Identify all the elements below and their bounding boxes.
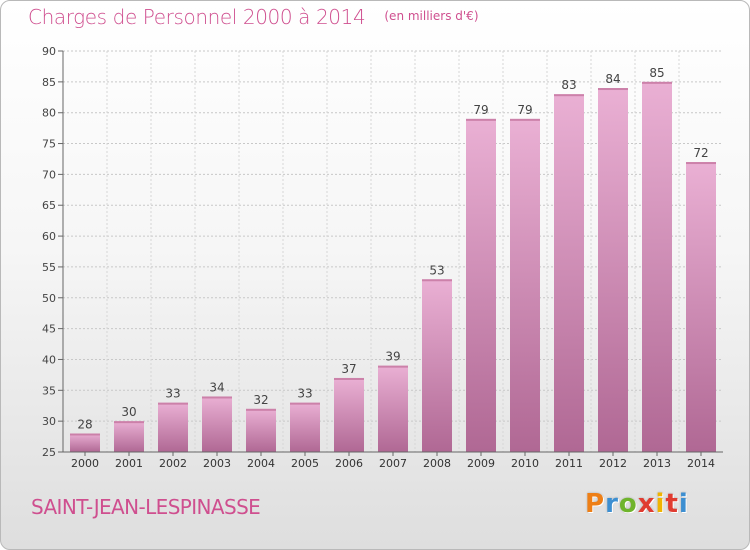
bar-top-edge [114,421,144,424]
logo-letter: P [585,489,606,519]
bar-top-edge [686,162,716,165]
bar-top-edge [334,377,364,380]
x-tick-label: 2000 [71,457,99,470]
bar-2004 [246,408,276,452]
x-tick-label: 2002 [159,457,187,470]
bar-top-edge [70,433,100,436]
y-tick-label: 65 [42,199,56,212]
data-label: 83 [561,78,576,92]
bar-2001 [114,421,144,452]
bar-top-edge [290,402,320,405]
bar-2014 [686,162,716,453]
bar-top-edge [642,81,672,84]
logo-letter: r [605,489,619,519]
bar-2013 [642,81,672,452]
bar-2005 [290,402,320,452]
bar-2006 [334,377,364,452]
data-label: 34 [209,380,224,394]
chart-title: Charges de Personnel 2000 à 2014 [28,5,366,29]
bar-2010 [510,118,540,452]
y-tick-label: 40 [42,353,56,366]
data-label: 53 [429,263,444,277]
x-tick-label: 2013 [643,457,671,470]
x-tick-label: 2007 [379,457,407,470]
bar-top-edge [378,365,408,368]
bar-2011 [554,94,584,452]
bar-top-edge [158,402,188,405]
data-label: 39 [385,350,400,364]
x-tick-label: 2009 [467,457,495,470]
bar-2008 [422,279,452,452]
y-tick-label: 75 [42,138,56,151]
y-tick-label: 45 [42,323,56,336]
bar-top-edge [510,118,540,121]
bar-top-edge [598,88,628,91]
bar-top-edge [466,118,496,121]
place-name: SAINT-JEAN-LESPINASSE [31,495,261,519]
x-tick-label: 2010 [511,457,539,470]
data-label: 37 [341,362,356,376]
proxiti-logo: Proxiti [585,489,689,519]
x-tick-label: 2011 [555,457,583,470]
bars [70,81,716,453]
data-label: 33 [165,387,180,401]
y-tick-label: 80 [42,107,56,120]
data-label: 79 [517,103,532,117]
bar-2009 [466,118,496,452]
bar-2007 [378,365,408,452]
data-label: 84 [605,72,620,86]
y-tick-label: 70 [42,168,56,181]
data-label: 85 [649,66,664,80]
bar-top-edge [554,94,584,97]
y-tick-label: 35 [42,384,56,397]
logo-letter: i [678,489,689,519]
x-tick-label: 2014 [687,457,715,470]
y-tick-label: 55 [42,261,56,274]
y-tick-label: 50 [42,292,56,305]
y-tick-label: 60 [42,230,56,243]
data-label: 72 [693,146,708,160]
data-label: 79 [473,103,488,117]
logo-letter: o [618,489,638,519]
logo-letter: i [655,489,666,519]
data-label: 32 [253,393,268,407]
data-labels: 28 30 33 34 32 33 37 39 53 79 79 83 84 85 72 [77,66,708,432]
bar-top-edge [202,396,232,399]
bar-2002 [158,402,188,452]
y-tick-label: 90 [42,45,56,58]
bar-2000 [70,433,100,452]
x-tick-label: 2003 [203,457,231,470]
bar-top-edge [422,279,452,282]
x-tick-label: 2001 [115,457,143,470]
x-tick-label: 2006 [335,457,363,470]
logo-letter: t [665,489,679,519]
x-tick-label: 2005 [291,457,319,470]
data-label: 33 [297,387,312,401]
x-tick-label: 2012 [599,457,627,470]
x-tick-label: 2004 [247,457,275,470]
data-label: 28 [77,417,92,431]
chart-unit-note: (en milliers d'€) [384,9,479,23]
logo-letter: x [637,489,656,519]
title-row: Charges de Personnel 2000 à 2014 (en mil… [28,5,479,29]
axes: 25 30 35 40 45 50 55 60 65 70 75 80 85 90 2000 2001 2002… [42,45,723,470]
x-tick-label: 2008 [423,457,451,470]
y-tick-label: 30 [42,415,56,428]
bar-2012 [598,88,628,452]
bar-2003 [202,396,232,452]
bar-top-edge [246,408,276,411]
data-label: 30 [121,405,136,419]
y-tick-label: 85 [42,76,56,89]
y-tick-label: 25 [42,446,56,459]
